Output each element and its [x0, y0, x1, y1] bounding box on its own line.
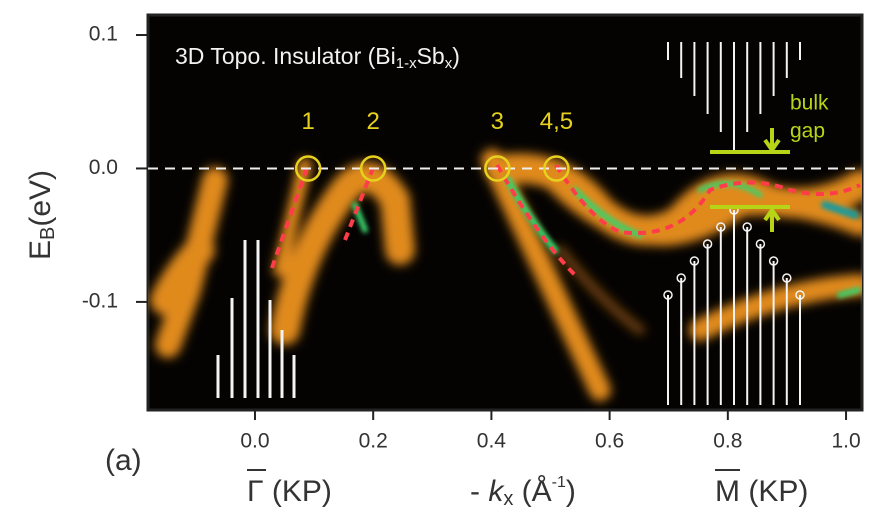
crossing-marker [543, 155, 570, 182]
m-text: (KP) [740, 475, 808, 508]
edc-dot [795, 290, 805, 300]
kx-text: ) [566, 475, 576, 508]
edc-dot [742, 222, 752, 232]
title-sub: 1-x [396, 55, 417, 72]
gap-arrow-up [763, 206, 781, 232]
y-tick-label: 0.1 [89, 23, 118, 46]
kx-sup: -1 [552, 474, 566, 491]
y-label-text: (eV) [24, 170, 57, 227]
y-label-text: E [24, 240, 57, 260]
edc-dot [676, 273, 686, 283]
y-tick-label: -0.1 [82, 289, 118, 312]
edc-dot [782, 273, 792, 283]
x-axis-label-kx: - kx (Å-1) [470, 474, 576, 510]
title-text: 3D Topo. Insulator (Bi [175, 43, 396, 69]
kx-sub: x [503, 488, 513, 510]
edc-dot [716, 222, 726, 232]
gamma-text: (KP) [264, 475, 332, 508]
spectra-bars [216, 42, 805, 405]
gamma-symbol: Γ [247, 475, 264, 508]
x-tick-label: 0.4 [477, 430, 507, 453]
crossing-label: 2 [367, 108, 380, 135]
x-tick-label: 1.0 [831, 430, 860, 453]
fit-lines [270, 163, 861, 277]
edc-dot [702, 239, 713, 249]
crossing-label: 3 [491, 108, 504, 135]
crossing-marker [359, 155, 387, 182]
y-axis-label: EB(eV) [24, 170, 59, 260]
panel-label: (a) [105, 444, 142, 477]
chart-title: 3D Topo. Insulator (Bi1-xSbx) [175, 43, 460, 72]
kx-text: k [488, 475, 505, 508]
y-label-sub: B [37, 227, 59, 240]
gap-markers [710, 128, 790, 232]
edc-dot [663, 290, 673, 300]
title-text: ) [452, 43, 460, 69]
gap-label: bulk [790, 92, 829, 115]
crossing-marker [294, 155, 322, 182]
intensity-map [150, 42, 862, 405]
kx-text: - [470, 475, 488, 508]
x-tick-label: 0.0 [240, 430, 269, 453]
edc-dot [755, 239, 766, 249]
crossing-label: 4,5 [540, 108, 573, 135]
x-tick-label: 0.8 [713, 430, 742, 453]
edc-dot [689, 256, 700, 266]
crossing-marker [484, 155, 511, 182]
edc-dot [768, 256, 779, 266]
x-tick-label: 0.2 [359, 430, 388, 453]
kx-text: (Å [513, 475, 551, 508]
x-axis-label-m: M (KP) [715, 475, 808, 508]
crossing-label: 1 [301, 108, 314, 135]
title-text: Sb [417, 43, 445, 69]
title-sub: x [445, 55, 453, 72]
gap-arrow-down [763, 128, 781, 154]
m-symbol: M [715, 475, 740, 508]
y-tick-label: 0.0 [89, 156, 118, 179]
x-tick-label: 0.6 [595, 430, 624, 453]
x-axis-label-gamma: Γ (KP) [247, 475, 332, 508]
gap-label: gap [790, 120, 825, 143]
